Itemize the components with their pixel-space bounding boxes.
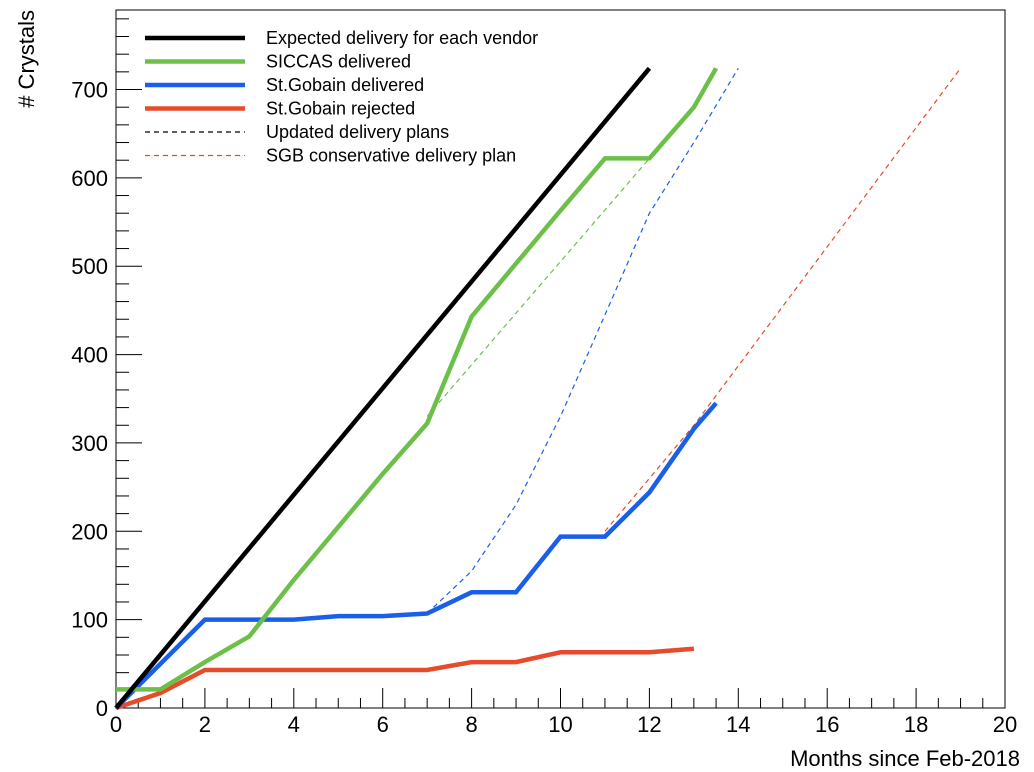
legend-label: Updated delivery plans	[266, 122, 449, 142]
series-line	[114, 66, 652, 710]
plan-dashed-line	[426, 158, 650, 417]
legend-label: St.Gobain delivered	[266, 75, 424, 95]
series-line	[115, 646, 695, 711]
series-line-dashed	[604, 67, 961, 532]
x-tick-label: 16	[815, 712, 839, 737]
plot-border	[115, 9, 1006, 709]
y-tick-label: 700	[71, 78, 108, 103]
legend-label: Expected delivery for each vendor	[266, 28, 538, 48]
series-line	[116, 67, 719, 692]
y-axis: 0 100 200 300 400 500 600 700	[71, 18, 142, 721]
x-tick-label: 10	[548, 712, 572, 737]
y-tick-label: 100	[71, 608, 108, 633]
x-tick-label: 12	[637, 712, 661, 737]
x-tick-label: 4	[288, 712, 300, 737]
series-line	[114, 401, 718, 710]
x-tick-label: 8	[465, 712, 477, 737]
y-tick-label: 300	[71, 431, 108, 456]
x-tick-label: 18	[904, 712, 928, 737]
y-tick-label: 200	[71, 519, 108, 544]
legend: Expected delivery for each vendor SICCAS …	[145, 28, 538, 166]
x-axis: 0 2 4 6 8 10 12 14 16 18 20	[110, 688, 1017, 737]
x-tick-label: 6	[377, 712, 389, 737]
plan-dashed-line	[426, 67, 739, 614]
y-tick-label: 0	[96, 696, 108, 721]
y-tick-label: 400	[71, 343, 108, 368]
x-tick-label: 0	[110, 712, 122, 737]
y-tick-label: 500	[71, 254, 108, 279]
series-layer	[114, 66, 961, 711]
x-tick-label: 20	[993, 712, 1017, 737]
legend-label: St.Gobain rejected	[266, 99, 415, 119]
y-tick-label: 600	[71, 166, 108, 191]
plot-frame	[115, 9, 1006, 709]
y-axis-title: # Crystals	[14, 10, 39, 108]
x-tick-label: 14	[726, 712, 750, 737]
x-axis-title: Months since Feb-2018	[790, 746, 1020, 771]
legend-label: SICCAS delivered	[266, 52, 411, 72]
x-tick-label: 2	[199, 712, 211, 737]
legend-label: SGB conservative delivery plan	[266, 146, 516, 166]
